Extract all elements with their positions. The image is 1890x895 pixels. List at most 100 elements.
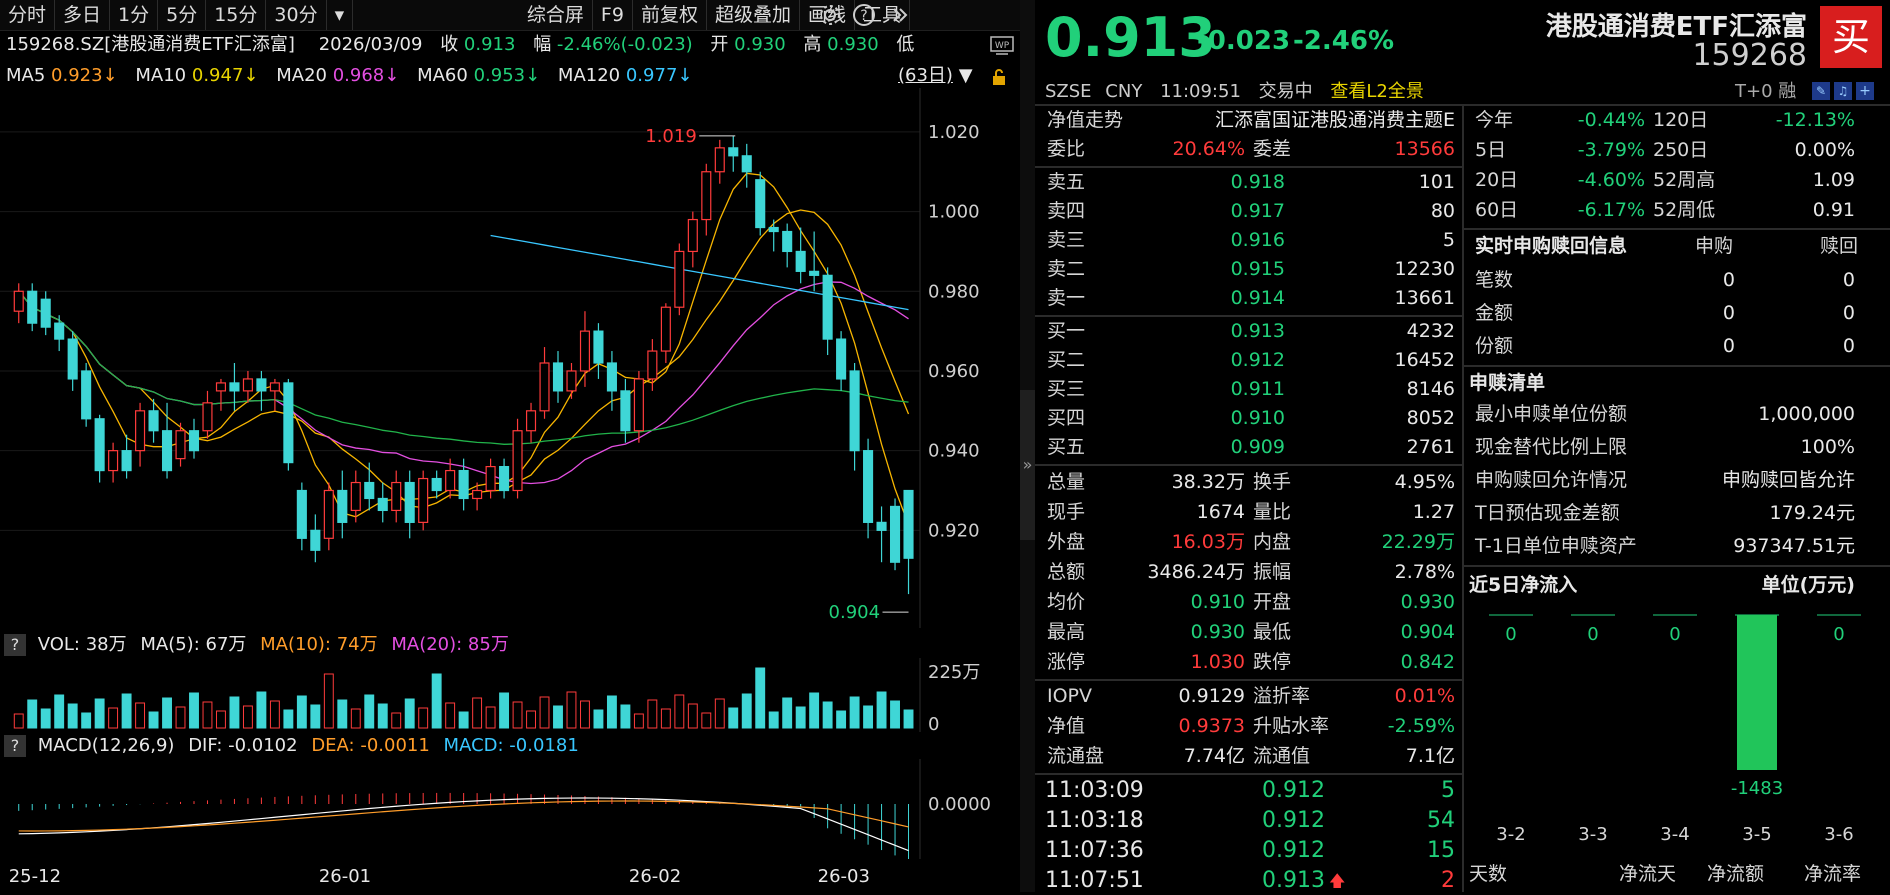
macd-params: MACD(12,26,9)	[37, 735, 175, 756]
exchange: SZSE	[1045, 81, 1092, 102]
netflow-value-label: 0	[1587, 624, 1598, 645]
volume-bar	[620, 704, 631, 729]
volume-bar	[377, 703, 388, 729]
volume-bar	[94, 698, 105, 729]
sell-level-volume: 101	[1418, 171, 1455, 193]
quote-panel: 0.913 -0.023 -2.46% 港股通消费ETF汇添富 159268 买…	[1035, 0, 1890, 893]
perf-value: 1.09	[1812, 169, 1855, 191]
volume-bar	[755, 667, 766, 729]
period-tab-6[interactable]: ▾	[327, 0, 354, 30]
period-tab-1[interactable]: 多日	[55, 0, 111, 30]
macd-chart[interactable]: 0.0000	[0, 759, 1020, 859]
toolbar-button-3[interactable]: 超级叠加	[707, 0, 800, 30]
sell-level-volume: 5	[1442, 229, 1455, 251]
wp-icon[interactable]: WP	[990, 36, 1014, 61]
l2-link[interactable]: 查看L2全景	[1330, 81, 1424, 102]
perf-label: 60日	[1475, 199, 1519, 221]
ma-line	[18, 281, 909, 485]
candle-body	[687, 218, 698, 253]
days-value[interactable]: (63日)	[898, 65, 953, 86]
candle-body	[81, 370, 92, 420]
candle-body	[283, 382, 294, 464]
list-title: 申赎清单	[1469, 372, 1546, 394]
tick-time: 11:03:09	[1045, 778, 1144, 803]
candle-body	[525, 410, 537, 432]
period-tab-3[interactable]: 5分	[158, 0, 207, 30]
volume-bar	[593, 709, 604, 729]
tick-price: 0.913	[1262, 868, 1325, 893]
volume-bar	[337, 699, 348, 729]
period-tab-5[interactable]: 30分	[266, 0, 327, 30]
buy-level-label: 买五	[1047, 436, 1086, 458]
candle-body	[94, 418, 105, 472]
perf-label: 52周高	[1653, 169, 1716, 191]
tick-volume: 15	[1427, 838, 1455, 863]
volume-bar	[606, 695, 617, 729]
collapse-icon[interactable]	[888, 0, 912, 30]
period-tab-0[interactable]: 分时	[0, 0, 56, 30]
redeem-row-label: 笔数	[1475, 269, 1514, 291]
iopv-label: 流通盘	[1047, 745, 1105, 767]
list-row-label: 申购赎回允许情况	[1475, 469, 1628, 491]
toolbar-button-0[interactable]: 综合屏	[519, 0, 593, 30]
stat-label: 外盘	[1047, 531, 1086, 553]
add-icon[interactable]: +	[1856, 82, 1874, 100]
buy-level-label: 买一	[1047, 320, 1086, 342]
dropdown-arrow-icon[interactable]: ▼	[958, 65, 973, 86]
volume-chart[interactable]: 225万 0	[0, 658, 1020, 732]
toolbar-button-1[interactable]: F9	[593, 0, 633, 30]
help-box-icon[interactable]: ?	[4, 735, 26, 757]
ma120-label: MA120	[557, 65, 621, 86]
volume-bar	[849, 696, 860, 729]
iopv-label: 流通值	[1253, 745, 1311, 767]
candle-body	[215, 382, 227, 392]
sell-level-volume: 13661	[1394, 287, 1455, 309]
netflow-footer-label[interactable]: 天数	[1469, 863, 1508, 885]
volume-bar	[863, 705, 874, 729]
toolbar-button-2[interactable]: 前复权	[633, 0, 707, 30]
stat-value: 1674	[1196, 501, 1245, 523]
help-icon[interactable]: ?	[852, 0, 876, 30]
tick-price: 0.912	[1262, 808, 1325, 833]
candle-body	[795, 250, 806, 272]
volume-bar	[148, 711, 159, 729]
volume-bar	[67, 703, 78, 729]
volume-bar	[350, 708, 361, 729]
weibi-value: 20.64%	[1172, 138, 1245, 160]
perf-value: -12.13%	[1775, 109, 1855, 131]
help-box-icon[interactable]: ?	[4, 634, 26, 656]
volume-bar	[216, 710, 226, 729]
volume-bar	[13, 713, 24, 729]
candle-body	[40, 298, 51, 328]
candle-body	[674, 250, 685, 308]
macd-legend: ? MACD(12,26,9) DIF: -0.0102 DEA: -0.001…	[0, 733, 579, 759]
period-tab-4[interactable]: 15分	[206, 0, 267, 30]
netflow-bar	[1737, 615, 1777, 770]
period-tab-2[interactable]: 1分	[110, 0, 159, 30]
netflow-footer-label[interactable]: 净流天	[1619, 863, 1677, 885]
volume-bar	[391, 712, 402, 729]
bell-icon[interactable]: ♫	[1834, 82, 1852, 100]
perf-value: -0.44%	[1577, 109, 1645, 131]
nav-trend-label[interactable]: 净值走势	[1047, 109, 1124, 131]
netflow-footer-label[interactable]: 净流率	[1804, 863, 1862, 885]
stat-value: 0.930	[1400, 591, 1455, 613]
expand-handle-icon[interactable]: »	[1020, 390, 1035, 540]
netflow-value-label: 0	[1505, 624, 1516, 645]
settings-icon[interactable]	[818, 0, 842, 30]
stat-value: 0.842	[1400, 651, 1455, 673]
days-selector[interactable]: (63日) ▼	[898, 62, 973, 90]
buy-level-volume: 8146	[1406, 378, 1455, 400]
candlestick-chart[interactable]: 1.020 1.000 0.980 0.960 0.940 0.920 1.019 0.904	[0, 88, 1020, 628]
lock-icon[interactable]	[990, 68, 1008, 91]
netflow-footer-label[interactable]: 净流额	[1707, 863, 1765, 885]
buy-button[interactable]: 买	[1820, 6, 1882, 68]
price-change: -0.023	[1197, 26, 1291, 56]
netflow-value-label: -1483	[1731, 778, 1783, 799]
netflow-value-label: 0	[1833, 624, 1844, 645]
tick-volume: 5	[1441, 778, 1455, 803]
ma20-label: MA20	[276, 65, 327, 86]
candle-body	[121, 450, 132, 472]
volume-bar	[202, 701, 213, 729]
edit-icon[interactable]: ✎	[1812, 82, 1830, 100]
